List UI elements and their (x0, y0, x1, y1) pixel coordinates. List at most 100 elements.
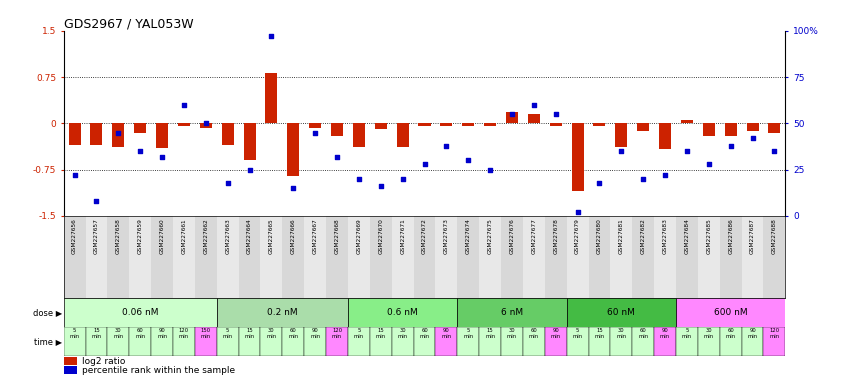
Text: GSM227682: GSM227682 (641, 218, 646, 254)
Point (199, 120, 212, 126)
Bar (287, 123, 300, 176)
Bar (484, 123, 496, 126)
Bar (566, 216, 588, 298)
Text: 150
min: 150 min (200, 328, 211, 339)
Point (615, 148, 628, 154)
Text: GSM227657: GSM227657 (94, 218, 99, 254)
Bar (173, 327, 195, 356)
Bar (374, 123, 387, 129)
Bar (545, 327, 566, 356)
Bar (610, 216, 633, 298)
Point (286, 185, 300, 191)
Bar (413, 216, 436, 298)
Bar (64, 298, 216, 327)
Bar (195, 327, 216, 356)
Bar (283, 327, 304, 356)
Bar (200, 123, 212, 128)
Point (68, 172, 82, 178)
Bar (91, 123, 103, 145)
Text: GSM227672: GSM227672 (422, 218, 427, 254)
Bar (134, 123, 146, 132)
Text: 90
min: 90 min (551, 328, 561, 339)
Bar (304, 327, 326, 356)
Bar (571, 123, 583, 191)
Text: 5
min: 5 min (682, 328, 692, 339)
Text: GSM227684: GSM227684 (684, 218, 689, 254)
Bar (741, 327, 763, 356)
Text: 90
min: 90 min (660, 328, 670, 339)
Point (111, 129, 125, 136)
Point (702, 161, 716, 167)
Text: GSM227659: GSM227659 (138, 218, 143, 254)
Bar (588, 327, 610, 356)
Text: 90
min: 90 min (310, 328, 320, 339)
Text: 60
min: 60 min (135, 328, 145, 339)
Text: 5
min: 5 min (222, 328, 233, 339)
Text: 90
min: 90 min (441, 328, 452, 339)
Bar (353, 123, 365, 147)
Bar (156, 123, 168, 148)
Text: 90
min: 90 min (157, 328, 167, 339)
Text: 120
min: 120 min (179, 328, 189, 339)
Point (221, 179, 234, 185)
Bar (458, 327, 479, 356)
Point (330, 154, 344, 160)
Point (571, 209, 584, 215)
Bar (681, 120, 693, 123)
Text: 15
min: 15 min (376, 328, 385, 339)
Text: log2 ratio: log2 ratio (82, 357, 125, 366)
Bar (506, 112, 518, 123)
Bar (501, 327, 523, 356)
Text: GSM227679: GSM227679 (575, 218, 580, 254)
Text: 15
min: 15 min (594, 328, 604, 339)
Bar (112, 123, 124, 147)
Bar (108, 327, 129, 356)
Point (483, 167, 497, 173)
Bar (479, 327, 501, 356)
Bar (746, 123, 758, 131)
Point (527, 102, 541, 108)
Text: 15
min: 15 min (92, 328, 102, 339)
Bar (458, 298, 566, 327)
Point (133, 148, 147, 154)
Bar (391, 327, 413, 356)
Bar (698, 216, 720, 298)
Bar (283, 216, 304, 298)
Bar (703, 123, 715, 136)
Text: 60
min: 60 min (288, 328, 298, 339)
Text: dose ▶: dose ▶ (33, 308, 63, 317)
Bar (64, 216, 86, 298)
Bar (479, 216, 501, 298)
Point (90, 198, 104, 204)
Text: 5
min: 5 min (572, 328, 582, 339)
Text: 60
min: 60 min (419, 328, 430, 339)
Bar (64, 357, 76, 365)
Text: GSM227676: GSM227676 (509, 218, 514, 254)
Bar (633, 327, 654, 356)
Text: GSM227661: GSM227661 (182, 218, 187, 254)
Text: 30
min: 30 min (267, 328, 277, 339)
Text: GSM227658: GSM227658 (115, 218, 121, 254)
Text: 0.2 nM: 0.2 nM (267, 308, 298, 317)
Bar (239, 216, 261, 298)
Point (440, 142, 453, 149)
Bar (523, 216, 545, 298)
Text: 5
min: 5 min (464, 328, 473, 339)
Point (767, 148, 781, 154)
Text: 60
min: 60 min (638, 328, 649, 339)
Point (724, 142, 738, 149)
Point (462, 157, 475, 163)
Bar (244, 123, 256, 160)
Point (374, 183, 387, 189)
Text: 5
min: 5 min (70, 328, 80, 339)
Text: 90
min: 90 min (747, 328, 757, 339)
Point (418, 161, 431, 167)
Bar (151, 327, 173, 356)
Text: GSM227671: GSM227671 (400, 218, 405, 254)
Text: 30
min: 30 min (397, 328, 408, 339)
Bar (216, 216, 239, 298)
Text: GSM227662: GSM227662 (203, 218, 208, 254)
Text: GSM227665: GSM227665 (269, 218, 274, 254)
Bar (588, 216, 610, 298)
Bar (676, 298, 785, 327)
